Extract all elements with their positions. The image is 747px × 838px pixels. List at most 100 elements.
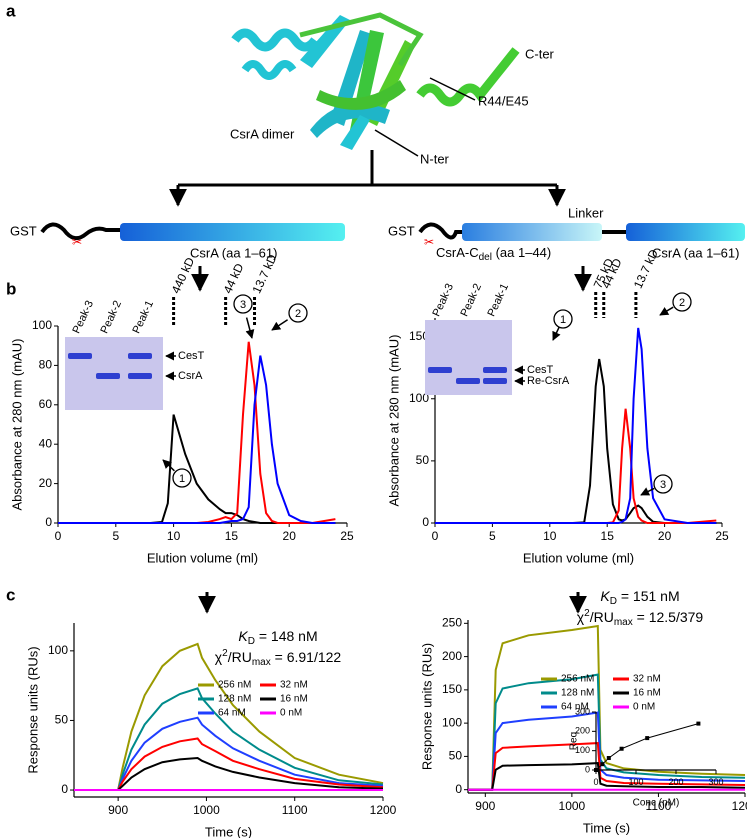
y-tick-label: 50 (416, 453, 430, 467)
series-line (468, 673, 746, 791)
point (594, 768, 598, 772)
chi-symbol: χ (215, 649, 223, 665)
y-tick-label: 0 (585, 764, 590, 774)
kd-text: = 151 nM (617, 588, 680, 604)
x-tick-label: 1100 (646, 799, 672, 813)
x-tick-label: 10 (167, 529, 181, 543)
peak-circle (172, 468, 192, 488)
series-line (468, 711, 746, 791)
peak-label: 1 (560, 314, 566, 326)
chi-value: = 6.91/122 (271, 649, 342, 665)
peak-circle (653, 474, 673, 494)
tag: GST (388, 223, 415, 238)
series-line (58, 414, 336, 524)
x-tick-label: 1000 (559, 799, 586, 813)
point (600, 762, 605, 767)
y-tick-label: 40 (39, 436, 53, 450)
y-tick-label: 0 (422, 515, 429, 529)
x-tick-label: 1200 (370, 803, 397, 817)
legend-label: 128 nM (561, 688, 594, 699)
legend-label: 128 nM (218, 694, 251, 705)
series-line (74, 737, 384, 791)
peak-arrow (640, 487, 655, 496)
gel-band (68, 353, 92, 359)
gel-band (456, 378, 480, 384)
peak-label: 3 (660, 479, 666, 491)
tag: GST (10, 223, 37, 238)
kd-text: = 148 nM (255, 628, 318, 644)
size-marker-label: 44 kD (221, 261, 247, 296)
band-label: Re-CsrA (527, 375, 570, 387)
panel-label: b (6, 279, 16, 298)
x-tick-label: 5 (112, 529, 119, 543)
y-tick-label: 200 (442, 649, 462, 663)
gst-linker (40, 222, 120, 241)
y-tick-label: 50 (55, 713, 69, 727)
peak-circle (233, 294, 253, 314)
x-tick-label: 0 (55, 529, 62, 543)
x-axis-label: Time (s) (205, 824, 252, 838)
peak-label: 2 (679, 297, 685, 309)
gel-band (483, 367, 507, 373)
linker-label: Linker (568, 205, 604, 220)
chi: χ2/RUmax = 6.91/122 (215, 648, 342, 668)
chi-sub: max (614, 617, 633, 628)
series-line (468, 624, 746, 791)
y-tick-label: 150 (409, 329, 429, 343)
legend-label: 64 nM (218, 708, 246, 719)
peak-label: 2 (295, 308, 301, 320)
size-marker-label: 440 kD (169, 255, 198, 296)
series-line (74, 756, 384, 791)
chi-text: /RU (228, 649, 252, 665)
peak-label: 3 (240, 299, 246, 311)
x-tick-label: 300 (708, 777, 723, 787)
lane-label: Peak-3 (430, 282, 456, 319)
lane-label: Peak-2 (458, 282, 484, 319)
gst-linker (418, 222, 464, 240)
chi-text: /RU (590, 609, 614, 625)
domain-label: CsrA-Cdel (aa 1–44) (436, 245, 551, 262)
point (645, 736, 650, 741)
chi: χ2/RUmax = 12.5/379 (577, 608, 704, 628)
y-tick-label: 80 (39, 358, 53, 372)
legend-label: 0 nM (633, 702, 655, 713)
series-line (468, 742, 746, 791)
peak-arrow (245, 317, 255, 339)
panel-label: a (6, 1, 16, 20)
lane-label: Peak-2 (98, 299, 124, 336)
x-axis-label: Time (s) (583, 820, 630, 835)
kd-sub: D (610, 596, 617, 607)
x-tick-label: 25 (715, 529, 729, 543)
series-line (74, 687, 384, 791)
y-tick-label: 150 (442, 682, 462, 696)
y-tick-label: 0 (45, 515, 52, 529)
peak-arrow (162, 459, 175, 472)
y-axis-label: Absorbance at 280 nm (mAU) (386, 335, 401, 507)
kd-symbol: K (238, 628, 248, 644)
x-tick-label: 5 (489, 529, 496, 543)
legend-label: 256 nM (218, 680, 251, 691)
y-tick-label: 0 (61, 782, 68, 796)
label: C-ter (525, 46, 555, 61)
y-tick-label: 100 (32, 318, 52, 332)
domain-label: CsrA (aa 1–61) (190, 245, 277, 260)
legend-label: 64 nM (561, 702, 589, 713)
y-tick-label: 100 (575, 745, 590, 755)
label: R44/E45 (478, 93, 529, 108)
y-tick-label: 0 (455, 782, 462, 796)
y-tick-label: 100 (48, 643, 68, 657)
series-line (74, 716, 384, 791)
gel-band (483, 378, 507, 384)
x-tick-label: 25 (340, 529, 354, 543)
kd-sub: D (248, 636, 255, 647)
point (696, 721, 701, 726)
scissors: ✂ (424, 235, 434, 249)
gel-band (96, 373, 120, 379)
peak-arrow (271, 319, 289, 331)
lane-label: Peak-3 (70, 299, 96, 336)
peak-arrow (552, 327, 561, 341)
peak-circle (288, 303, 308, 323)
kd: KD = 148 nM (238, 628, 317, 647)
y-tick-label: 100 (409, 391, 429, 405)
kd: KD = 151 nM (600, 588, 679, 607)
